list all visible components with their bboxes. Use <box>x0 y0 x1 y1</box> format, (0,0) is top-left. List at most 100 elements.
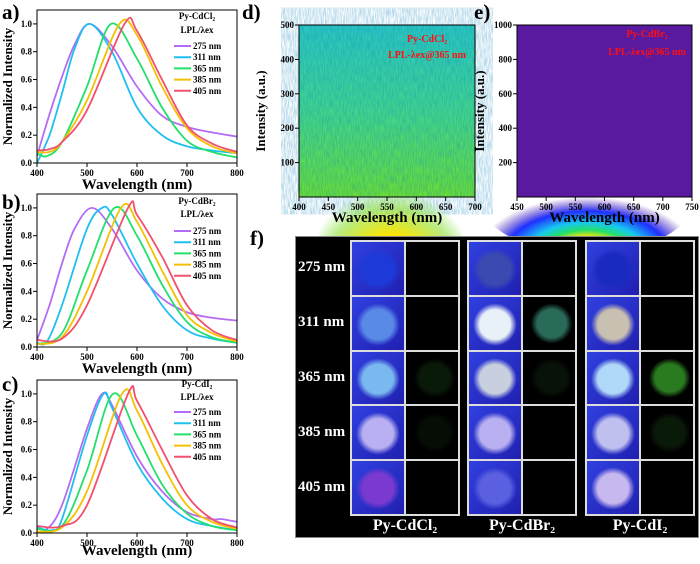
x-tick-label: 800 <box>230 168 244 178</box>
row-label-excitation: 385 nm <box>298 424 346 440</box>
x-tick-label: 800 <box>230 352 244 362</box>
series-line-385-nm <box>37 202 237 346</box>
y-tick-label: 500 <box>281 20 295 30</box>
legend-label: 311 nm <box>193 52 221 62</box>
x-tick-label: 400 <box>30 168 44 178</box>
legend-subtitle: LPL/λex <box>181 209 214 219</box>
legend-label: 385 nm <box>193 260 222 270</box>
photo-afterglow <box>523 351 575 405</box>
x-tick-label: 600 <box>598 202 612 212</box>
row-label-excitation: 275 nm <box>298 259 346 275</box>
series-line-365-nm <box>37 392 237 532</box>
x-tick-label: 450 <box>510 202 524 212</box>
series-line-405-nm <box>37 16 237 153</box>
legend-title: Py-CdBr₂ <box>178 196 215 206</box>
y-axis-label: Normalized Intensity <box>0 397 15 515</box>
photo-afterglow <box>406 461 458 514</box>
y-tick-label: 800 <box>499 54 513 64</box>
legend-label: 365 nm <box>193 429 222 439</box>
x-tick-label: 400 <box>292 202 306 212</box>
y-tick-label: 0.8 <box>21 417 33 427</box>
y-tick-label: 0.2 <box>21 500 33 510</box>
x-tick-label: 500 <box>80 352 94 362</box>
photo-afterglow <box>406 406 458 460</box>
x-tick-label: 500 <box>80 538 94 548</box>
photo-uv-on <box>352 242 404 295</box>
photo-uv-on <box>352 296 404 350</box>
y-axis-label: Intensity (a.u.) <box>472 70 487 151</box>
x-tick-label: 600 <box>130 352 144 362</box>
series-line-405-nm <box>37 385 237 529</box>
photo-afterglow <box>641 406 693 460</box>
legend-label: 275 nm <box>193 226 222 236</box>
panel-label-c: c) <box>2 372 19 396</box>
y-tick-label: 1000 <box>494 20 513 30</box>
y-tick-label: 0.0 <box>21 528 33 538</box>
x-tick-label: 500 <box>351 202 365 212</box>
photo-afterglow <box>523 406 575 460</box>
x-tick-label: 550 <box>380 202 394 212</box>
y-tick-label: 0.4 <box>21 286 33 296</box>
photo-afterglow <box>523 461 575 514</box>
photo-afterglow <box>641 461 693 514</box>
y-axis-label: Intensity (a.u.) <box>253 70 268 151</box>
legend-title: Py-CdCl₂ <box>179 11 215 21</box>
y-tick-label: 0.0 <box>21 342 33 352</box>
series-line-311-nm <box>37 205 237 346</box>
photo-uv-on <box>587 296 639 350</box>
y-tick-label: 300 <box>281 89 295 99</box>
group-label-sample: Py-CdBr₂ <box>488 517 556 534</box>
photo-uv-on <box>469 461 521 514</box>
photo-uv-on <box>469 406 521 460</box>
y-tick-label: 1.0 <box>21 203 33 213</box>
heatmap-chart-e: Py-CdBr₂ LPL-λex@365 nm <box>478 24 696 254</box>
row-label-excitation: 311 nm <box>298 314 345 330</box>
panel-label-a: a) <box>2 0 20 24</box>
y-tick-label: 0.4 <box>21 102 33 112</box>
panel-label-e: e) <box>474 0 491 24</box>
y-tick-label: 0.8 <box>21 47 33 57</box>
x-tick-label: 500 <box>80 168 94 178</box>
x-tick-label: 500 <box>539 202 553 212</box>
photo-afterglow <box>641 242 693 295</box>
x-tick-label: 600 <box>130 168 144 178</box>
row-label-excitation: 365 nm <box>298 369 346 385</box>
y-tick-label: 100 <box>281 158 295 168</box>
photo-afterglow <box>523 296 575 350</box>
x-axis-label: Wavelength (nm) <box>82 361 192 377</box>
photo-afterglow <box>406 242 458 295</box>
panel-label-f: f) <box>250 226 264 250</box>
x-tick-label: 650 <box>439 202 453 212</box>
photo-afterglow <box>406 351 458 405</box>
x-axis-label: Wavelength (nm) <box>549 210 659 226</box>
annotation-excitation: LPL-λex@365 nm <box>388 50 466 61</box>
photo-uv-on <box>587 406 639 460</box>
y-tick-label: 0.2 <box>21 314 33 324</box>
photo-uv-on <box>469 351 521 405</box>
y-tick-label: 200 <box>499 158 513 168</box>
legend-title: Py-CdI₂ <box>182 379 213 389</box>
photo-group <box>467 240 577 516</box>
x-tick-label: 700 <box>180 352 194 362</box>
x-axis-label: Wavelength (nm) <box>82 543 192 559</box>
annotation-sample: Py-CdCl₂ <box>407 34 447 45</box>
y-tick-label: 0.0 <box>21 158 33 168</box>
series-line-365-nm <box>37 22 237 159</box>
panel-label-b: b) <box>2 190 21 214</box>
y-tick-label: 1.0 <box>21 19 33 29</box>
y-tick-label: 0.6 <box>21 445 33 455</box>
photo-afterglow <box>406 296 458 350</box>
x-tick-label: 550 <box>569 202 583 212</box>
photo-afterglow <box>641 351 693 405</box>
photo-grid-panel: 275 nm 311 nm 365 nm 385 nm 405 nm Py-CdCl₂ Py… <box>295 236 699 538</box>
x-tick-label: 400 <box>30 538 44 548</box>
legend-label: 365 nm <box>193 248 222 258</box>
legend-subtitle: LPL/λex <box>181 25 214 35</box>
y-tick-label: 0.6 <box>21 259 33 269</box>
y-tick-label: 0.4 <box>21 472 33 482</box>
group-label-sample: Py-CdCl₂ <box>372 517 438 534</box>
photo-afterglow <box>523 242 575 295</box>
